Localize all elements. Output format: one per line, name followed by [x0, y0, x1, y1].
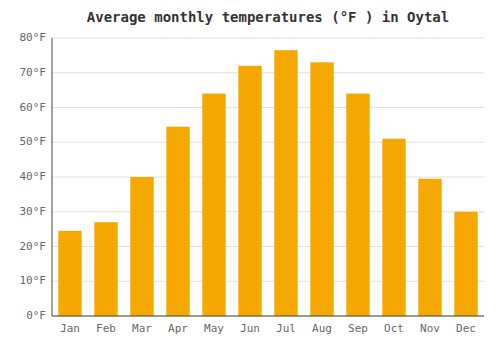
x-tick-label: Sep	[348, 322, 368, 335]
bar	[310, 62, 333, 316]
x-tick-label: Apr	[168, 322, 188, 335]
bar	[202, 94, 225, 316]
grid-line	[52, 72, 484, 73]
x-tick-label: Feb	[96, 322, 116, 335]
bar	[94, 222, 117, 316]
bar	[274, 50, 297, 316]
grid	[52, 38, 484, 316]
bar	[130, 177, 153, 316]
x-tick-label: Dec	[456, 322, 476, 335]
grid-line	[52, 107, 484, 108]
grid-line	[52, 142, 484, 143]
y-axis: 0°F 10°F 20°F 30°F 40°F 50°F 60°F 70°F 80°F	[20, 31, 47, 322]
chart-svg: Average monthly temperatures (°F ) in Oy…	[0, 0, 500, 350]
y-tick-label: 0°F	[26, 309, 46, 322]
y-tick-label: 70°F	[20, 66, 47, 79]
x-tick-label: Jul	[276, 322, 296, 335]
y-tick-label: 20°F	[20, 240, 47, 253]
x-tick-label: Oct	[384, 322, 404, 335]
x-tick-label: Aug	[312, 322, 332, 335]
x-tick-label: Mar	[132, 322, 152, 335]
y-tick-label: 80°F	[20, 31, 47, 44]
y-axis-line	[52, 38, 53, 316]
y-tick-label: 40°F	[20, 170, 47, 183]
bar	[382, 139, 405, 316]
y-tick-label: 60°F	[20, 101, 47, 114]
bar	[58, 231, 81, 316]
x-axis: Jan Feb Mar Apr May Jun Jul Aug Sep Oct Nov Dec	[60, 322, 476, 335]
y-tick-label: 10°F	[20, 274, 47, 287]
bar	[238, 66, 261, 316]
title: Average monthly temperatures (°F ) in Oy…	[87, 9, 449, 25]
x-axis-line	[52, 316, 484, 317]
page: {"chart_data": {"type": "bar", "title": …	[0, 0, 500, 350]
x-tick-label: Jan	[60, 322, 80, 335]
x-tick-label: May	[204, 322, 224, 335]
grid-line	[52, 177, 484, 178]
x-tick-label: Jun	[240, 322, 260, 335]
bar	[346, 94, 369, 316]
y-tick-label: 30°F	[20, 205, 47, 218]
bar	[418, 179, 441, 316]
bars	[58, 50, 477, 316]
x-tick-label: Nov	[420, 322, 440, 335]
grid-line	[52, 38, 484, 39]
bar	[166, 127, 189, 316]
bar	[454, 212, 477, 316]
y-tick-label: 50°F	[20, 135, 47, 148]
chart-container: Average monthly temperatures (°F ) in Oy…	[0, 0, 500, 350]
grid-line	[52, 316, 484, 317]
